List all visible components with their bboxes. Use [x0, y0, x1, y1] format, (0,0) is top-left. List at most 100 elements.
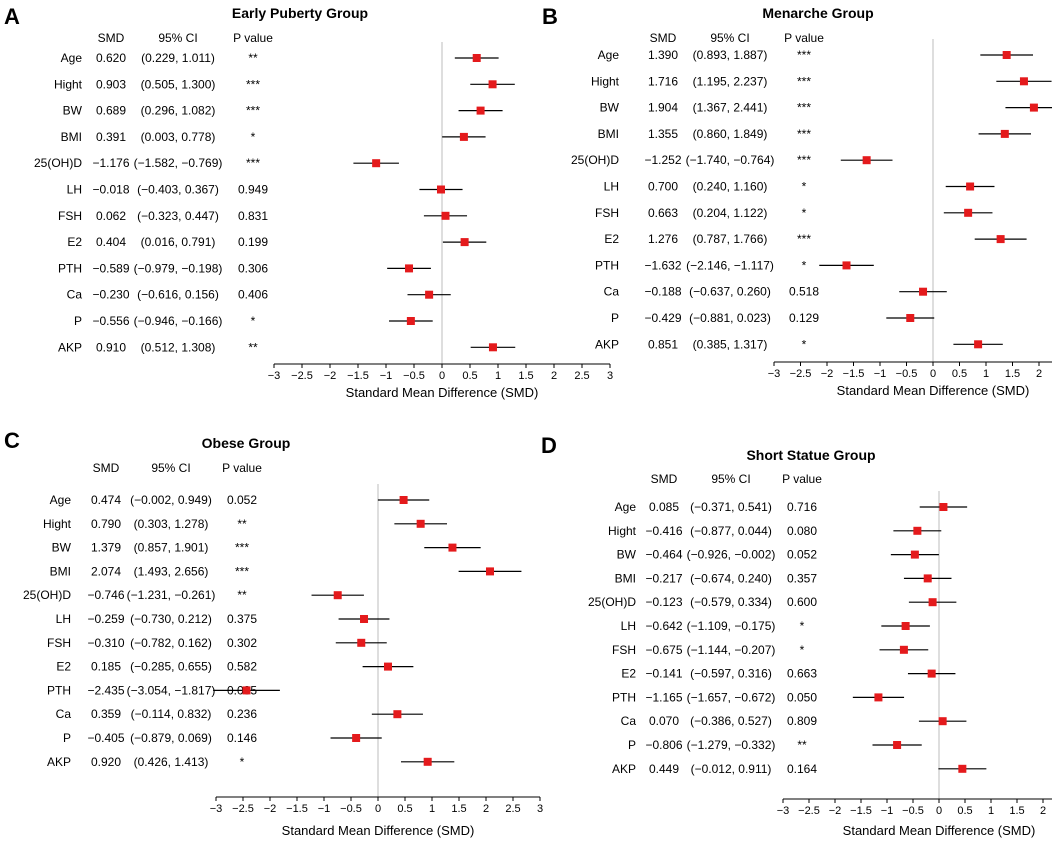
panel-title: Menarche Group: [762, 5, 873, 21]
forest-plot-svg: C Obese Group SMD 95% CI P value Age 0.474 (−0.…: [4, 428, 543, 838]
panel-title: Early Puberty Group: [232, 5, 368, 21]
row-p-value: *: [240, 755, 245, 769]
row-ci: (0.787, 1.766): [693, 232, 768, 246]
x-tick-label: 2: [483, 803, 489, 815]
forest-row: BW −0.464 (−0.926, −0.002) 0.052: [617, 548, 939, 562]
row-p-value: 0.236: [227, 707, 257, 721]
row-smd: −0.188: [644, 285, 681, 299]
row-label: Age: [61, 51, 83, 65]
smd-marker: [974, 340, 983, 349]
row-smd: −1.252: [644, 153, 681, 167]
row-label: BMI: [615, 571, 636, 585]
smd-marker: [1019, 77, 1028, 86]
row-ci: (−0.946, −0.166): [134, 314, 223, 328]
row-p-value: *: [251, 314, 256, 328]
forest-plot-svg: B Menarche Group SMD 95% CI P value Age 1.390 (…: [542, 4, 1052, 398]
row-ci: (−0.323, 0.447): [137, 209, 219, 223]
row-p-value: ***: [246, 156, 260, 170]
x-tick-label: 1: [495, 370, 501, 382]
forest-row: FSH 0.663 (0.204, 1.122) *: [595, 206, 993, 220]
smd-marker: [966, 182, 975, 191]
x-tick-label: 1.5: [1005, 368, 1020, 380]
x-tick-label: −2.5: [291, 370, 313, 382]
row-p-value: *: [802, 337, 807, 351]
forest-plot-menarche: B Menarche Group SMD 95% CI P value Age 1.390 (…: [526, 0, 1052, 423]
smd-marker: [906, 314, 915, 322]
row-label: P: [63, 731, 71, 745]
x-tick-label: 0.5: [397, 803, 412, 815]
row-smd: 0.062: [96, 209, 126, 223]
row-p-value: ***: [797, 74, 811, 88]
forest-row: E2 1.276 (0.787, 1.766) ***: [604, 232, 1027, 246]
x-axis: −3−2.5−2−1.5−1−0.500.511.522.53: [777, 798, 1052, 817]
row-label: BMI: [598, 127, 619, 141]
row-ci: (0.505, 1.300): [141, 77, 216, 91]
header-smd: SMD: [98, 31, 125, 45]
forest-plot-obese: C Obese Group SMD 95% CI P value Age 0.474 (−0.…: [0, 423, 543, 846]
row-smd: −0.141: [645, 667, 682, 681]
forest-row: BMI 0.391 (0.003, 0.778) *: [61, 130, 486, 144]
row-p-value: 0.716: [787, 500, 817, 514]
x-tick-label: 0.5: [462, 370, 477, 382]
forest-row: FSH −0.675 (−1.144, −0.207) *: [612, 643, 929, 657]
row-p-value: **: [248, 51, 258, 65]
row-p-value: 0.949: [238, 183, 268, 197]
row-smd: −0.746: [87, 588, 124, 602]
x-tick-label: 1: [429, 803, 435, 815]
row-smd: 0.920: [91, 755, 121, 769]
smd-marker: [488, 80, 497, 89]
row-ci: (0.204, 1.122): [693, 206, 768, 220]
x-tick-label: −1.5: [347, 370, 369, 382]
row-smd: 0.474: [91, 493, 121, 507]
row-ci: (−0.012, 0.911): [691, 762, 772, 776]
x-tick-label: −2.5: [798, 805, 820, 817]
x-tick-label: −0.5: [340, 803, 362, 815]
row-label: LH: [604, 180, 619, 194]
header-ci: 95% CI: [711, 472, 750, 486]
smd-marker: [899, 645, 908, 654]
row-label: BW: [52, 541, 72, 555]
x-tick-label: −3: [777, 805, 790, 817]
row-p-value: **: [797, 738, 807, 752]
smd-marker: [405, 264, 414, 273]
x-tick-label: 2: [551, 370, 557, 382]
row-ci: (0.016, 0.791): [141, 235, 216, 249]
forest-row: Hight 0.790 (0.303, 1.278) **: [43, 517, 448, 531]
row-smd: 0.070: [649, 714, 679, 728]
panel-letter: D: [541, 433, 557, 458]
row-ci: (0.893, 1.887): [693, 48, 768, 62]
row-smd: 1.904: [648, 101, 678, 115]
row-label: PTH: [612, 690, 636, 704]
row-ci: (0.003, 0.778): [141, 130, 216, 144]
x-tick-label: −2: [264, 803, 277, 815]
x-tick-label: −3: [210, 803, 223, 815]
x-tick-label: 3: [607, 370, 613, 382]
row-ci: (0.303, 1.278): [134, 517, 209, 531]
row-p-value: ***: [246, 104, 260, 118]
forest-row: AKP 0.449 (−0.012, 0.911) 0.164: [612, 762, 987, 776]
row-label: AKP: [47, 755, 71, 769]
x-tick-label: −1.5: [286, 803, 308, 815]
header-ci: 95% CI: [158, 31, 197, 45]
x-tick-label: −0.5: [403, 370, 425, 382]
row-ci: (−0.979, −0.198): [134, 261, 223, 275]
panel-title: Short Statue Group: [746, 447, 875, 463]
row-smd: 1.379: [91, 541, 121, 555]
forest-row: Hight 0.903 (0.505, 1.300) ***: [54, 77, 515, 91]
row-label: FSH: [612, 643, 636, 657]
smd-marker: [910, 550, 919, 559]
x-tick-label: −3: [268, 370, 281, 382]
x-tick-label: −3: [768, 368, 781, 380]
row-p-value: ***: [797, 232, 811, 246]
row-ci: (0.512, 1.308): [141, 340, 216, 354]
row-smd: 0.700: [648, 180, 678, 194]
forest-row: PTH −0.589 (−0.979, −0.198) 0.306: [58, 261, 431, 275]
smd-marker: [372, 159, 381, 168]
row-smd: −1.632: [644, 258, 681, 272]
row-smd: −0.429: [644, 311, 681, 325]
row-ci: (−0.926, −0.002): [687, 548, 776, 562]
smd-marker: [938, 717, 947, 726]
smd-marker: [893, 741, 902, 749]
smd-marker: [1002, 51, 1011, 59]
